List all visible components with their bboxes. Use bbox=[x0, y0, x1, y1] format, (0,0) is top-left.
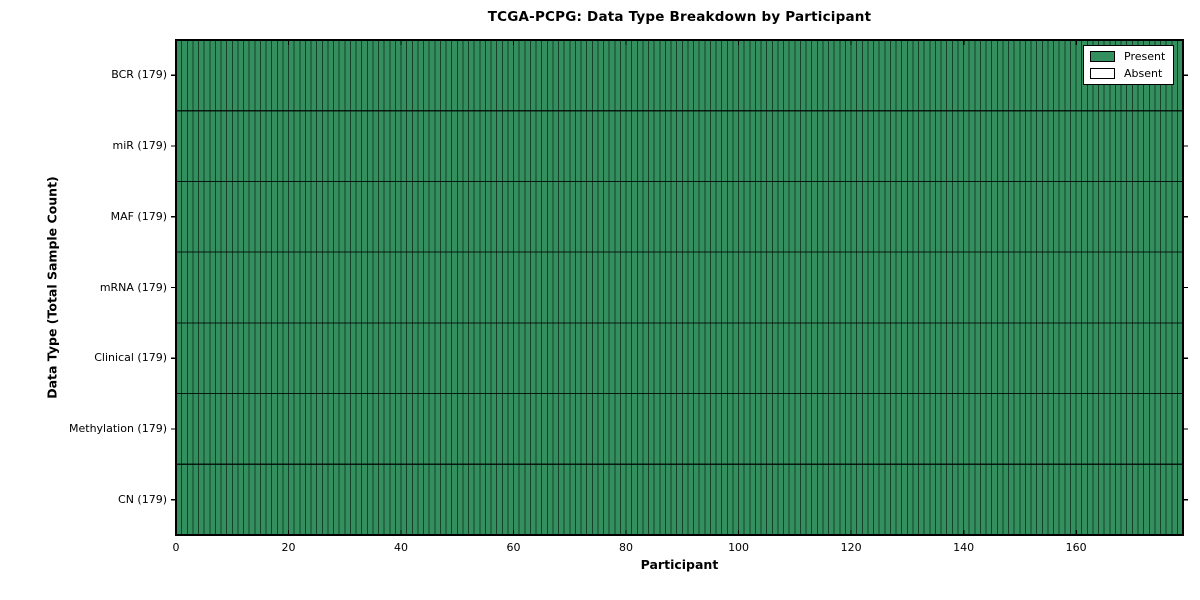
x-axis-label: Participant bbox=[640, 557, 719, 572]
y-tick-label: Methylation (179) bbox=[69, 421, 167, 435]
legend-item-present: Present bbox=[1090, 50, 1165, 63]
x-tick-label: 140 bbox=[953, 541, 975, 554]
y-tick-label: miR (179) bbox=[112, 139, 168, 153]
x-tick-label: 120 bbox=[840, 541, 862, 554]
legend: Present Absent bbox=[1083, 45, 1175, 85]
x-tick-label: 40 bbox=[394, 541, 409, 554]
chart-title: TCGA-PCPG: Data Type Breakdown by Partic… bbox=[487, 9, 872, 25]
y-tick-label: mRNA (179) bbox=[99, 280, 167, 294]
x-tick-label: 20 bbox=[281, 541, 296, 554]
legend-swatch-absent-icon bbox=[1090, 68, 1115, 79]
x-tick-label: 80 bbox=[619, 541, 634, 554]
plot-area bbox=[171, 39, 1188, 536]
x-tick-label: 160 bbox=[1065, 541, 1087, 554]
y-tick-label: MAF (179) bbox=[110, 209, 167, 223]
y-tick-label: CN (179) bbox=[118, 492, 167, 506]
x-tick-label: 100 bbox=[728, 541, 750, 554]
legend-swatch-present-icon bbox=[1090, 51, 1115, 62]
y-tick-label: BCR (179) bbox=[111, 68, 167, 82]
x-tick-label: 0 bbox=[172, 541, 180, 554]
legend-label-present: Present bbox=[1124, 50, 1166, 63]
x-tick-label: 60 bbox=[506, 541, 521, 554]
legend-label-absent: Absent bbox=[1124, 67, 1163, 80]
y-tick-label: Clinical (179) bbox=[94, 351, 167, 365]
legend-item-absent: Absent bbox=[1090, 67, 1165, 80]
